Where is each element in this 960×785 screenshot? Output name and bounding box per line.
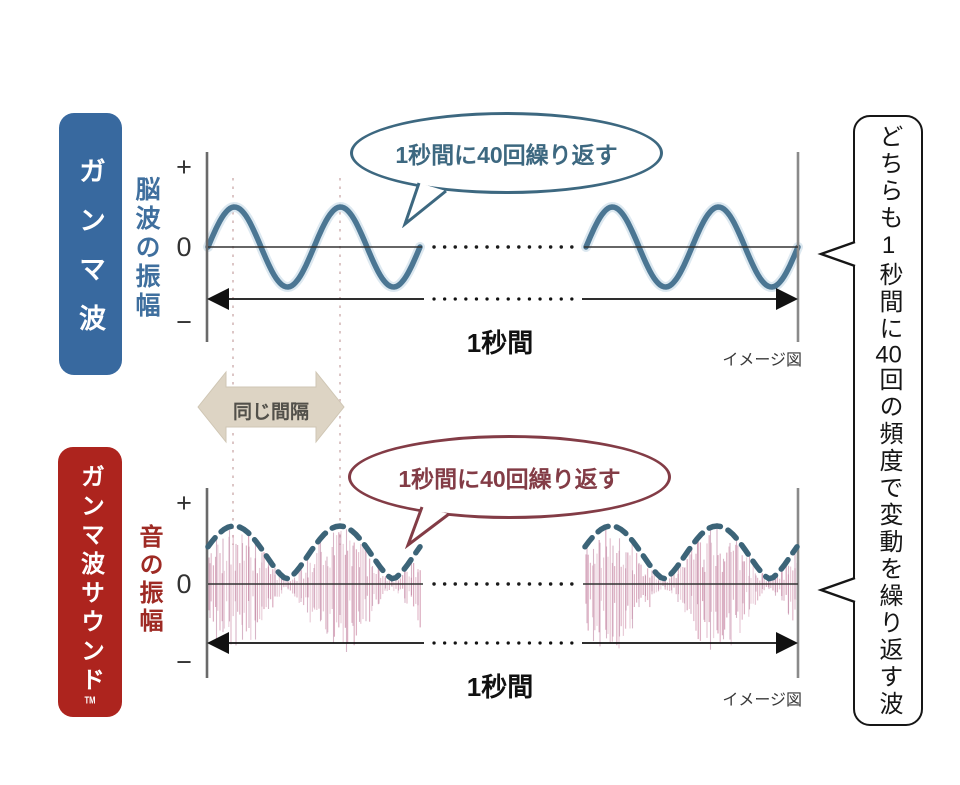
top-caption: イメージ図 — [682, 346, 802, 370]
bottom-bubble-text: 1秒間に40回繰り返す — [398, 460, 620, 494]
bottom-tick-minus: − — [167, 647, 201, 677]
top-y-axis-label: 脳波の振幅 — [128, 176, 164, 326]
bottom-y-axis-label: 音の振幅 — [131, 524, 166, 644]
top-bubble-tail-icon — [399, 180, 449, 228]
trademark-mark: TM — [85, 696, 96, 706]
bottom-span-label: 1秒間 — [420, 667, 580, 704]
gamma-wave-diagram: { "colors": { "blue_pill": "#38699f", "r… — [0, 0, 960, 785]
callout-text-40: 40 — [875, 343, 902, 367]
gamma-wave-sound-text: ガンマ波サウンド — [77, 464, 104, 696]
right-callout-box: どちらも1秒間に40回の頻度で変動を繰り返す波 — [853, 115, 923, 726]
gamma-wave-sound-pill-label: ガンマ波サウンドTM — [73, 458, 108, 706]
right-callout-text: どちらも1秒間に40回の頻度で変動を繰り返す波 — [876, 124, 900, 718]
callout-tail-top-icon — [817, 240, 857, 268]
callout-text-2: 回の頻度で変動を繰り返す波 — [875, 367, 902, 718]
top-bubble-text: 1秒間に40回繰り返す — [395, 136, 617, 170]
gamma-wave-pill: ガンマ波 — [59, 113, 122, 375]
top-tick-zero: 0 — [167, 232, 201, 262]
top-span-label: 1秒間 — [420, 323, 580, 360]
bottom-bubble-tail-icon — [402, 505, 452, 549]
same-interval-label: 同じ間隔 — [196, 397, 346, 424]
top-tick-minus: − — [167, 307, 201, 337]
callout-tail-bottom-icon — [817, 576, 857, 604]
bottom-speech-bubble: 1秒間に40回繰り返す — [348, 435, 671, 519]
gamma-wave-sound-pill: ガンマ波サウンドTM — [58, 447, 122, 717]
bottom-tick-zero: 0 — [167, 569, 201, 599]
bottom-tick-plus: + — [167, 488, 201, 518]
bottom-caption: イメージ図 — [682, 686, 802, 710]
callout-text-1: どちらも1秒間に — [875, 124, 902, 343]
top-tick-plus: + — [167, 152, 201, 182]
top-speech-bubble: 1秒間に40回繰り返す — [350, 112, 663, 194]
gamma-wave-pill-label: ガンマ波 — [71, 135, 110, 353]
